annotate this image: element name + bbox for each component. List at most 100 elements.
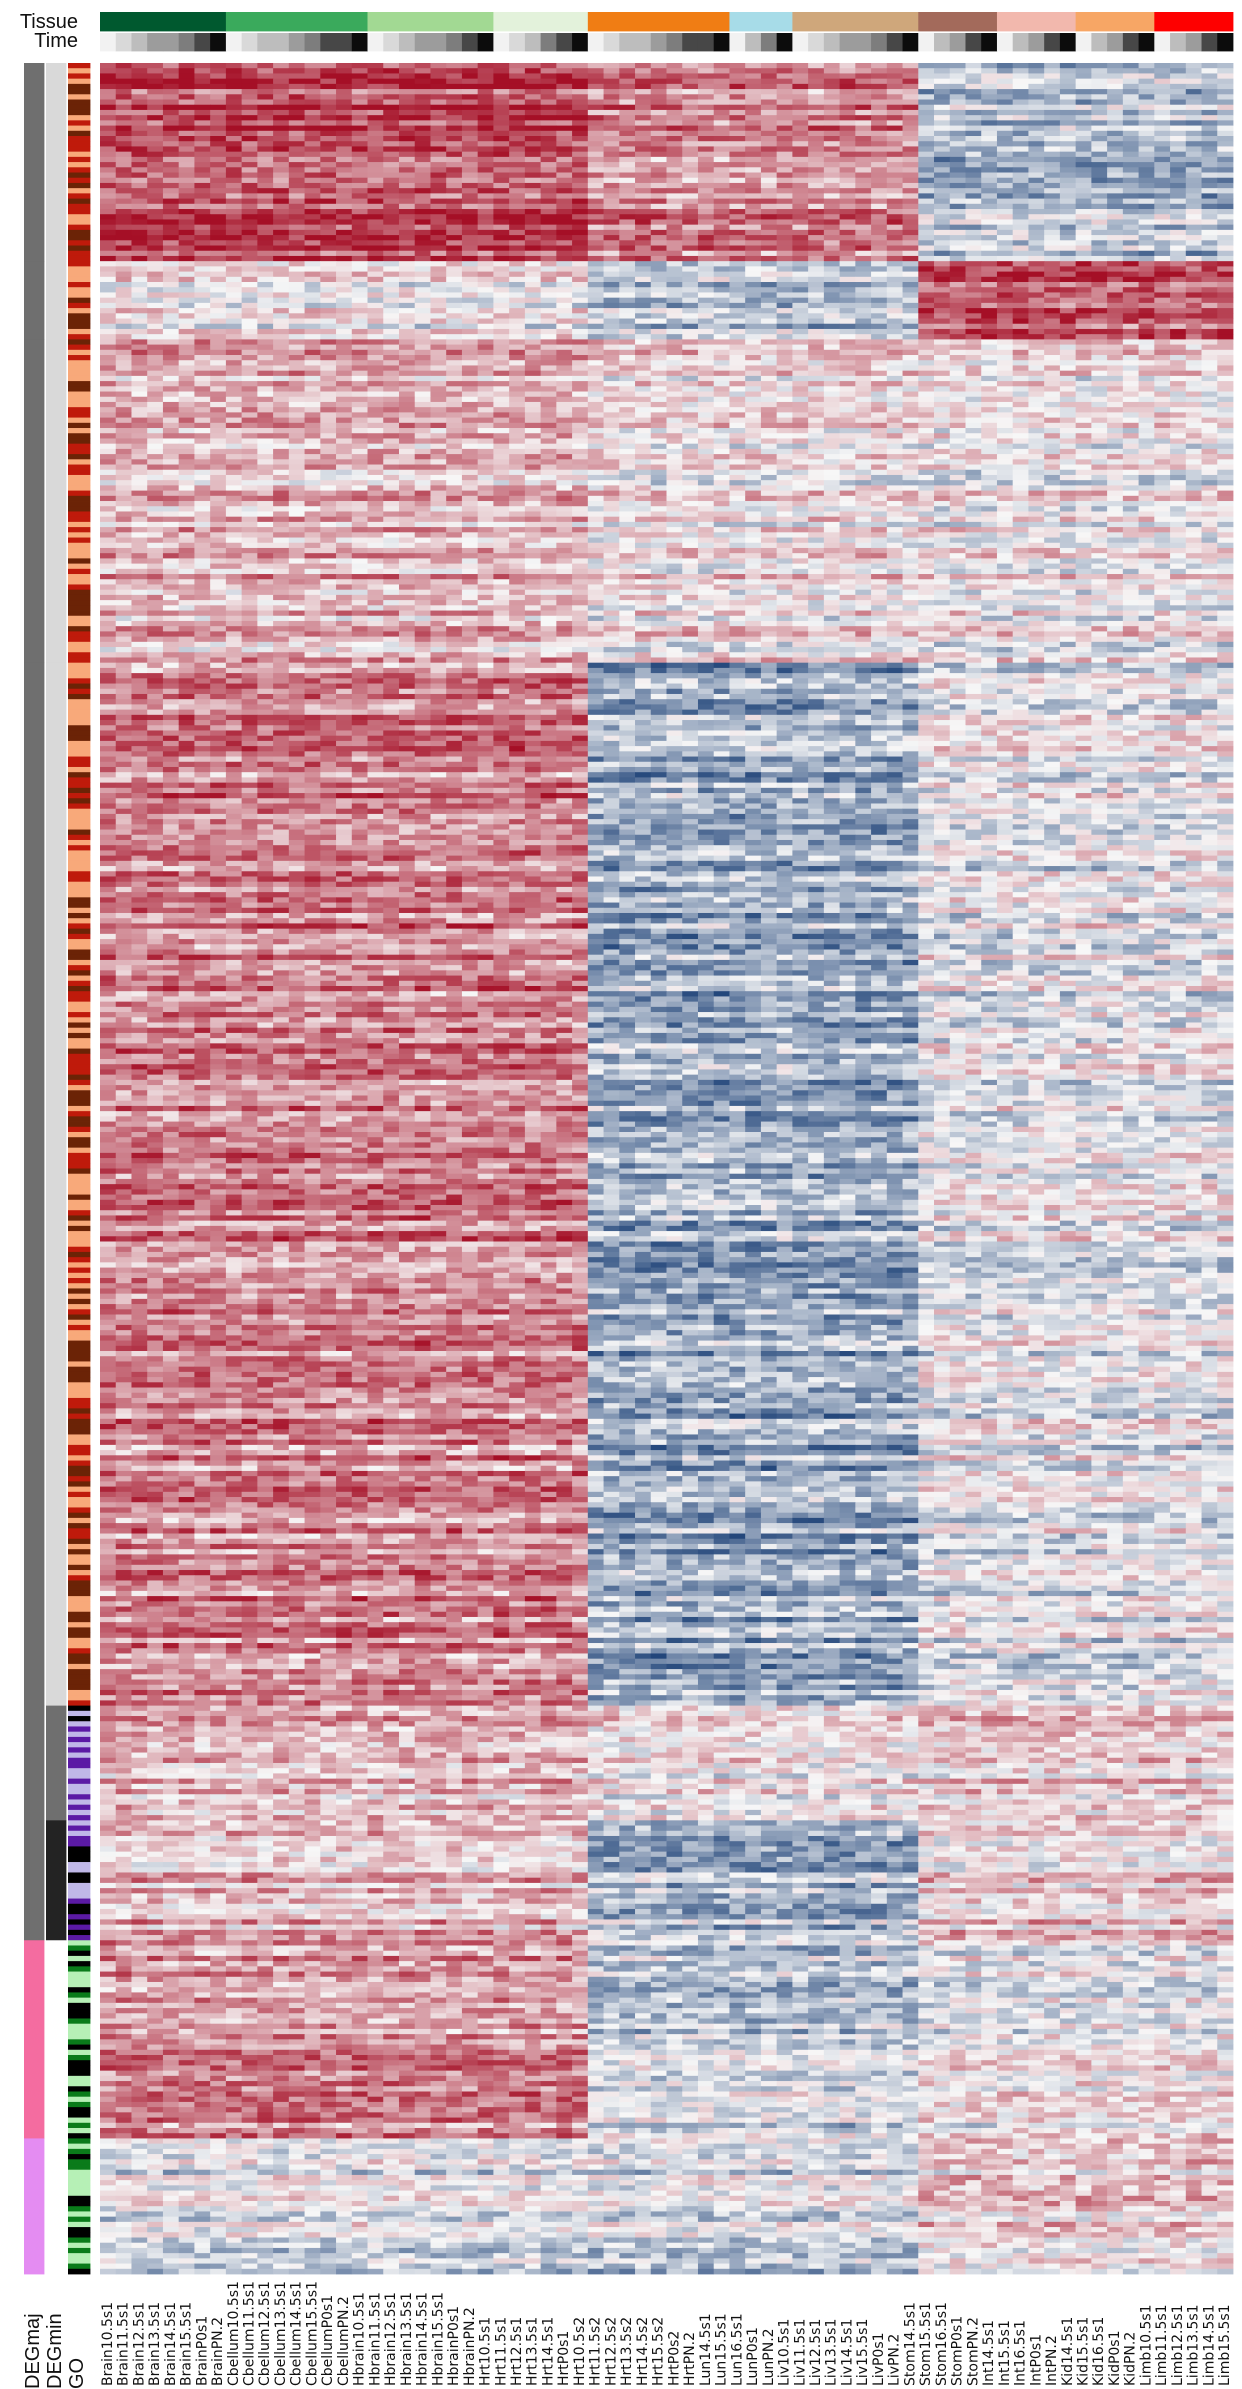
heatmap-cell (1076, 167, 1092, 173)
heatmap-cell (1107, 355, 1123, 361)
heatmap-cell (257, 246, 273, 252)
heatmap-cell (1028, 381, 1044, 387)
heatmap-cell (698, 141, 714, 147)
heatmap-cell (1186, 79, 1202, 85)
heatmap-cell (918, 256, 934, 262)
heatmap-cell (430, 120, 446, 126)
heatmap-cell (588, 73, 604, 79)
heatmap-cell (981, 261, 997, 267)
heatmap-cell (824, 365, 840, 371)
heatmap-cell (1139, 157, 1155, 163)
heatmap-cell (179, 339, 195, 345)
heatmap-cell (824, 350, 840, 356)
heatmap-cell (100, 246, 116, 252)
go-cell (68, 1680, 90, 1686)
heatmap-cell (761, 110, 777, 116)
heatmap-cell (446, 173, 462, 179)
heatmap-cell (179, 68, 195, 74)
heatmap-cell (147, 204, 163, 210)
heatmap-cell (667, 303, 683, 309)
heatmap-cell (194, 94, 210, 100)
heatmap-cell (714, 89, 730, 95)
heatmap-cell (336, 157, 352, 163)
heatmap-cell (147, 292, 163, 298)
heatmap-cell (257, 240, 273, 246)
heatmap-cell (997, 141, 1013, 147)
heatmap-cell (352, 68, 368, 74)
heatmap-cell (163, 167, 179, 173)
heatmap-cell (903, 214, 919, 220)
heatmap-cell (1028, 105, 1044, 111)
heatmap-cell (1217, 178, 1233, 184)
heatmap-cell (950, 303, 966, 309)
heatmap-cell (918, 162, 934, 168)
heatmap-cell (824, 173, 840, 179)
heatmap-cell (651, 277, 667, 283)
heatmap-cell (761, 214, 777, 220)
heatmap-cell (745, 287, 761, 293)
heatmap-cell (871, 277, 887, 283)
heatmap-cell (415, 68, 431, 74)
heatmap-cell (651, 350, 667, 356)
heatmap-cell (179, 188, 195, 194)
heatmap-cell (289, 319, 305, 325)
heatmap-cell (194, 178, 210, 184)
heatmap-cell (1217, 63, 1233, 69)
heatmap-cell (368, 94, 384, 100)
heatmap-cell (509, 345, 525, 351)
time-cell (163, 33, 179, 51)
heatmap-cell (1060, 105, 1076, 111)
heatmap-cell (478, 313, 494, 319)
heatmap-cell (163, 386, 179, 392)
heatmap-cell (541, 219, 557, 225)
heatmap-cell (1154, 193, 1170, 199)
go-cell (68, 2008, 90, 2014)
heatmap-cell (981, 214, 997, 220)
heatmap-cell (525, 319, 541, 325)
heatmap-cell (462, 219, 478, 225)
heatmap-cell (179, 246, 195, 252)
heatmap-cell (1217, 126, 1233, 132)
heatmap-cell (619, 303, 635, 309)
heatmap-cell (541, 235, 557, 241)
heatmap-cell (588, 287, 604, 293)
heatmap-cell (1139, 277, 1155, 283)
go-cell (68, 788, 90, 794)
heatmap-cell (194, 376, 210, 382)
heatmap-cell (257, 287, 273, 293)
heatmap-cell (1186, 365, 1202, 371)
heatmap-cell (698, 173, 714, 179)
heatmap-cell (635, 339, 651, 345)
heatmap-cell (478, 146, 494, 152)
heatmap-cell (383, 308, 399, 314)
heatmap-cell (289, 110, 305, 116)
heatmap-cell (714, 120, 730, 126)
heatmap-cell (1060, 282, 1076, 288)
heatmap-cell (619, 63, 635, 69)
heatmap-cell (572, 157, 588, 163)
heatmap-cell (1060, 376, 1076, 382)
heatmap-cell (950, 105, 966, 111)
heatmap-cell (1170, 188, 1186, 194)
heatmap-cell (965, 329, 981, 335)
go-cell (68, 1648, 90, 1654)
time-cell (1217, 33, 1233, 51)
heatmap-cell (525, 246, 541, 252)
heatmap-cell (383, 183, 399, 189)
go-cell (68, 141, 90, 147)
go-cell (68, 73, 90, 79)
heatmap-cell (1076, 277, 1092, 283)
heatmap-cell (305, 100, 321, 106)
heatmap-cell (194, 152, 210, 158)
heatmap-cell (887, 157, 903, 163)
heatmap-cell (635, 183, 651, 189)
heatmap-cell (1091, 89, 1107, 95)
heatmap-cell (289, 152, 305, 158)
heatmap-cell (1123, 219, 1139, 225)
heatmap-cell (1154, 173, 1170, 179)
heatmap-cell (965, 193, 981, 199)
heatmap-cell (761, 219, 777, 225)
heatmap-cell (226, 256, 242, 262)
heatmap-cell (1202, 329, 1218, 335)
heatmap-cell (289, 376, 305, 382)
